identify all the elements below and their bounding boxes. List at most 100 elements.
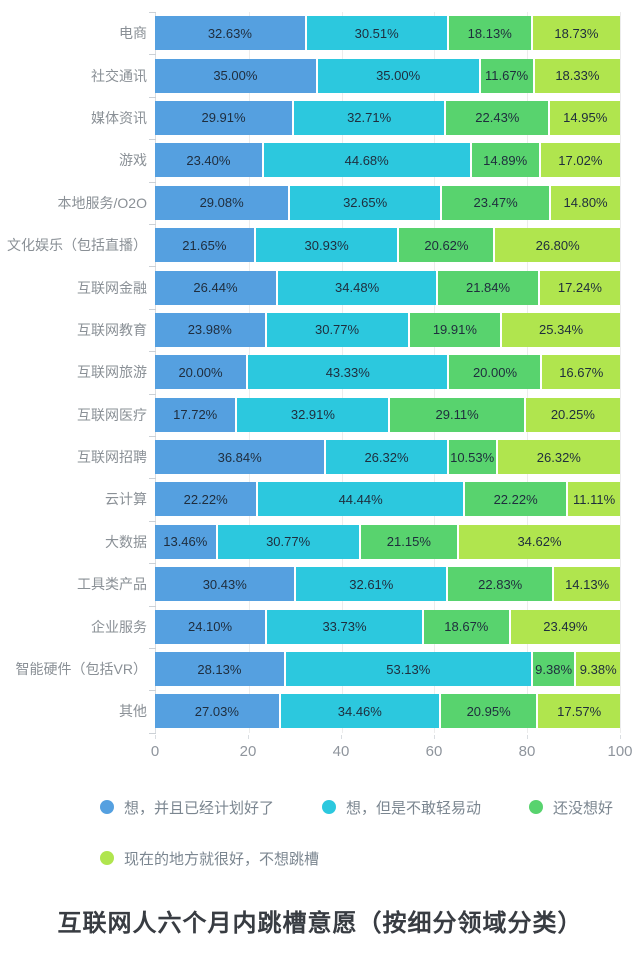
y-axis-tick — [149, 139, 156, 141]
bar-row: 云计算 22.22% 44.44% 22.22% 11.11% — [0, 478, 640, 520]
segment-value-label: 29.91% — [201, 110, 246, 126]
category-label: 互联网教育 — [77, 321, 147, 338]
category-label: 互联网金融 — [77, 279, 147, 296]
segment-value-label: 25.34% — [539, 322, 584, 338]
segment-value-label: 20.00% — [178, 364, 223, 380]
segment-value-label: 30.43% — [202, 576, 247, 592]
segment-value-label: 14.95% — [563, 110, 608, 126]
bar-segment: 30.77% — [217, 524, 361, 559]
y-axis-tick — [149, 520, 156, 522]
segment-value-label: 17.72% — [173, 407, 218, 423]
segment-value-label: 35.00% — [376, 68, 421, 84]
y-axis-tick — [149, 436, 156, 437]
segment-value-label: 17.57% — [557, 703, 602, 719]
category-label: 互联网招聘 — [77, 449, 147, 466]
segment-value-label: 32.63% — [207, 25, 252, 41]
bar-segment: 29.11% — [390, 397, 526, 432]
bar-segment: 10.53% — [448, 440, 498, 475]
segment-value-label: 34.46% — [337, 703, 382, 719]
y-axis-tick — [149, 478, 156, 480]
segment-value-label: 44.68% — [344, 152, 389, 168]
category-label: 工具类产品 — [77, 576, 147, 593]
bar-segment: 19.91% — [409, 312, 503, 347]
bar-segment: 14.89% — [471, 143, 541, 178]
segment-value-label: 26.44% — [193, 280, 238, 296]
bar-segment: 20.00% — [449, 355, 543, 390]
bar-segment: 16.67% — [542, 355, 620, 390]
bar-track: 21.65% 30.93% 20.62% 26.80% — [155, 228, 620, 263]
y-axis-tick — [149, 393, 156, 395]
bar-segment: 11.67% — [480, 58, 535, 93]
category-label: 互联网医疗 — [77, 406, 147, 423]
segment-value-label: 32.65% — [343, 195, 388, 211]
bar-segment: 26.44% — [155, 270, 278, 305]
bar-row: 媒体资讯 29.91% 32.71% 22.43% 14.95% — [0, 97, 640, 139]
bar-row: 工具类产品 30.43% 32.61% 22.83% 14.13% — [0, 563, 640, 605]
segment-value-label: 17.02% — [558, 152, 603, 168]
segment-value-label: 14.80% — [563, 195, 608, 211]
bar-segment: 26.32% — [497, 440, 620, 475]
bar-track: 29.08% 32.65% 23.47% 14.80% — [155, 185, 620, 220]
segment-value-label: 44.44% — [338, 491, 383, 507]
segment-value-label: 11.11% — [573, 491, 616, 507]
bar-segment: 18.73% — [532, 16, 620, 51]
bar-segment: 29.08% — [155, 185, 291, 220]
bar-segment: 14.80% — [551, 185, 620, 220]
bar-rows: 电商 32.63% 30.51% 18.13% 18.73% 社交通讯 35.00% 35.0… — [0, 12, 640, 733]
segment-value-label: 11.67% — [485, 68, 529, 84]
legend-label: 还没想好 — [553, 799, 614, 817]
bar-row: 文化娱乐（包括直播） 21.65% 30.93% 20.62% 26.80% — [0, 224, 640, 266]
segment-value-label: 32.91% — [290, 407, 335, 423]
bar-segment: 21.84% — [438, 270, 540, 305]
legend-dot-icon — [322, 800, 337, 815]
category-label: 云计算 — [105, 491, 147, 508]
x-axis-tick-label: 60 — [425, 742, 443, 760]
segment-value-label: 53.13% — [386, 661, 431, 677]
bar-track: 32.63% 30.51% 18.13% 18.73% — [155, 16, 620, 51]
legend: 想，并且已经计划好了 想，但是不敢轻易动 还没想好 现在的地方就很好，不想跳槽 — [100, 797, 620, 869]
y-axis-tick — [149, 181, 156, 183]
bar-track: 30.43% 32.61% 22.83% 14.13% — [155, 567, 620, 602]
x-axis-tick-label: 0 — [150, 742, 160, 760]
x-axis-tick-label: 100 — [607, 742, 633, 760]
x-axis-tick-label: 20 — [239, 742, 257, 760]
segment-value-label: 22.43% — [475, 110, 520, 126]
bar-segment: 30.51% — [306, 16, 449, 51]
bar-row: 互联网招聘 36.84% 26.32% 10.53% 26.32% — [0, 436, 640, 478]
bar-segment: 34.48% — [277, 270, 439, 305]
bar-segment: 25.34% — [502, 312, 620, 347]
y-axis-tick — [149, 12, 156, 13]
bar-row: 互联网教育 23.98% 30.77% 19.91% 25.34% — [0, 309, 640, 351]
bar-segment: 13.46% — [155, 524, 218, 559]
segment-value-label: 32.71% — [347, 110, 392, 126]
segment-value-label: 30.93% — [304, 237, 349, 253]
segment-value-label: 14.89% — [483, 152, 528, 168]
bar-segment: 22.22% — [464, 482, 569, 517]
y-axis-tick — [149, 96, 156, 98]
segment-value-label: 23.49% — [543, 619, 588, 635]
bar-segment: 32.61% — [296, 567, 449, 602]
bar-row: 本地服务/O2O 29.08% 32.65% 23.47% 14.80% — [0, 182, 640, 224]
segment-value-label: 22.22% — [183, 491, 228, 507]
segment-value-label: 18.33% — [555, 68, 600, 84]
y-axis-tick — [149, 563, 156, 565]
bar-segment: 34.46% — [280, 694, 441, 729]
segment-value-label: 30.77% — [266, 534, 311, 550]
bar-segment: 26.80% — [495, 228, 620, 263]
bar-segment: 21.15% — [360, 524, 459, 559]
bar-track: 29.91% 32.71% 22.43% 14.95% — [155, 100, 620, 135]
bar-track: 27.03% 34.46% 20.95% 17.57% — [155, 694, 621, 729]
category-label: 媒体资讯 — [91, 109, 147, 126]
bar-segment: 30.77% — [266, 312, 410, 347]
bar-track: 17.72% 32.91% 29.11% 20.25% — [155, 397, 620, 432]
category-label: 游戏 — [119, 152, 147, 169]
bar-segment: 17.72% — [155, 397, 238, 432]
x-axis-tick-label: 80 — [518, 742, 536, 760]
bar-track: 35.00% 35.00% 11.67% 18.33% — [155, 58, 620, 93]
bar-row: 互联网金融 26.44% 34.48% 21.84% 17.24% — [0, 266, 640, 308]
bar-segment: 28.13% — [155, 652, 286, 687]
segment-value-label: 29.11% — [435, 407, 479, 423]
legend-item: 还没想好 — [529, 797, 613, 818]
bar-track: 36.84% 26.32% 10.53% 26.32% — [155, 440, 620, 475]
segment-value-label: 34.48% — [335, 280, 380, 296]
